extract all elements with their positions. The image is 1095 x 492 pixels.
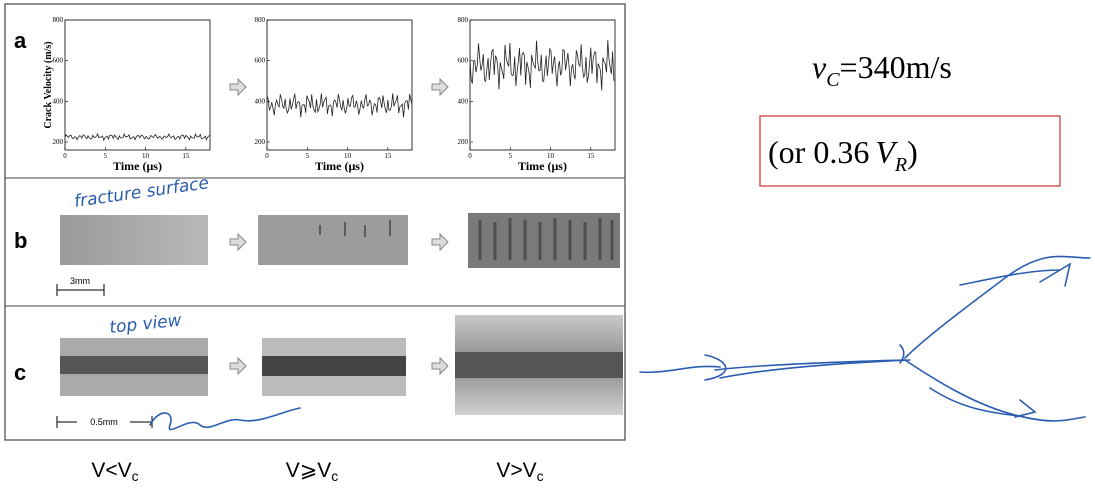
main: V>V	[496, 459, 536, 482]
main: V<V	[91, 459, 131, 482]
y-tick-label: 200	[255, 138, 266, 146]
value: =340m/s	[840, 49, 952, 85]
x-tick-label: 10	[344, 152, 352, 160]
trace	[469, 40, 616, 91]
y-tick-label: 400	[53, 97, 64, 105]
y-tick-label: 800	[53, 16, 64, 24]
plot-frame	[266, 19, 413, 151]
trace	[266, 93, 413, 118]
x-tick-label: 0	[468, 152, 472, 160]
x-tick-label: 15	[182, 152, 190, 160]
condition-label: V⩾Vc	[286, 459, 339, 484]
text: (or 0.36	[768, 134, 869, 170]
x-tick-label: 5	[306, 152, 310, 160]
x-tick-label: 5	[104, 152, 108, 160]
symbol: v	[812, 49, 827, 85]
conditions: V<Vc V⩾Vc V>Vc	[91, 459, 543, 484]
y-tick-label: 600	[53, 57, 64, 65]
symbol: V	[875, 134, 898, 170]
texture	[319, 218, 614, 260]
x-tick-label: 0	[265, 152, 269, 160]
subscript: c	[331, 468, 338, 484]
x-tick-label: 15	[587, 152, 595, 160]
image	[455, 352, 623, 378]
equation: vC=340m/s	[812, 49, 952, 91]
panel-label: a	[14, 28, 27, 53]
y-tick-label: 600	[255, 57, 266, 65]
image	[468, 213, 620, 268]
panel-label: c	[14, 360, 26, 385]
trace	[64, 132, 211, 142]
image	[258, 215, 408, 265]
image	[60, 215, 208, 265]
alternative: (or 0.36 VR)	[768, 134, 918, 176]
panel-label: b	[14, 228, 27, 253]
y-tick-label: 200	[53, 138, 64, 146]
condition-label: V>Vc	[496, 459, 543, 484]
x-tick-label: 5	[509, 152, 513, 160]
subscript: c	[132, 468, 139, 484]
y-tick-label: 200	[458, 138, 469, 146]
y-tick-label: 400	[255, 97, 266, 105]
image	[60, 356, 208, 374]
x-tick-label: 0	[63, 152, 67, 160]
arrows	[229, 77, 449, 376]
x-tick-label: 10	[547, 152, 555, 160]
y-axis-label: Crack Velocity (m/s)	[43, 41, 54, 128]
x-axis-label: Time (μs)	[113, 159, 162, 173]
scale-bar	[56, 284, 105, 296]
text: )	[907, 134, 918, 170]
y-tick-label: 600	[458, 57, 469, 65]
subscript: C	[826, 69, 840, 91]
plot-frame	[469, 19, 616, 151]
main: V⩾V	[286, 459, 332, 482]
scale-label: 0.5mm	[90, 417, 118, 427]
x-tick-label: 10	[142, 152, 150, 160]
plot-frame	[64, 19, 211, 151]
x-axis-label: Time (μs)	[315, 159, 364, 173]
y-tick-label: 800	[255, 16, 266, 24]
scale-label: 3mm	[70, 276, 90, 286]
highlight-box	[759, 115, 1061, 187]
image	[262, 356, 406, 376]
plots: 200 400 600 800 0 5 10 15 Time (μs) Crack Velocit…	[43, 16, 616, 173]
subscript: c	[537, 468, 544, 484]
condition-label: V<Vc	[91, 459, 138, 484]
handwriting	[149, 255, 1091, 431]
x-axis-label: Time (μs)	[518, 159, 567, 173]
subscript: R	[894, 154, 907, 176]
x-tick-label: 15	[384, 152, 392, 160]
y-tick-label: 400	[458, 97, 469, 105]
y-tick-label: 800	[458, 16, 469, 24]
